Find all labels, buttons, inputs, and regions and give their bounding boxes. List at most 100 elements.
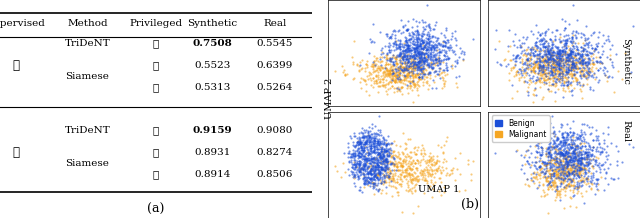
Point: [426, 180, 436, 184]
Point: [419, 56, 429, 60]
Point: [381, 78, 391, 82]
Point: [577, 152, 587, 156]
Point: [510, 55, 520, 58]
Point: [559, 179, 569, 182]
Point: [352, 166, 362, 169]
Point: [557, 167, 568, 170]
Point: [410, 73, 420, 76]
Point: [410, 171, 420, 175]
Point: [403, 63, 413, 67]
Point: [420, 64, 431, 67]
Point: [420, 36, 431, 39]
Point: [390, 69, 401, 72]
Point: [572, 164, 582, 167]
Point: [360, 170, 370, 173]
Point: [420, 179, 430, 182]
Point: [414, 32, 424, 36]
Point: [373, 64, 383, 68]
Point: [586, 153, 596, 157]
Point: [372, 163, 382, 167]
Point: [559, 167, 569, 171]
Point: [562, 153, 572, 156]
Point: [519, 69, 529, 72]
Point: [550, 59, 560, 62]
Point: [580, 176, 591, 180]
Point: [539, 76, 549, 79]
Point: [432, 51, 442, 55]
Point: [410, 51, 420, 54]
Point: [373, 59, 383, 63]
Point: [558, 136, 568, 139]
Point: [561, 45, 571, 49]
Point: [545, 163, 555, 167]
Point: [578, 33, 588, 36]
Point: [416, 68, 426, 72]
Point: [369, 174, 379, 178]
Point: [568, 177, 579, 181]
Point: [416, 55, 426, 58]
Point: [568, 149, 579, 152]
Point: [624, 142, 634, 146]
Point: [539, 59, 549, 62]
Point: [528, 179, 538, 183]
Point: [528, 69, 538, 72]
Point: [571, 135, 581, 139]
Point: [550, 38, 560, 41]
Point: [521, 53, 531, 57]
Point: [587, 148, 597, 151]
Point: [417, 169, 427, 173]
Point: [390, 74, 400, 78]
Point: [372, 175, 382, 178]
Point: [556, 172, 566, 176]
Point: [412, 87, 422, 90]
Point: [421, 24, 431, 27]
Point: [358, 171, 368, 175]
Point: [391, 162, 401, 165]
Point: [570, 61, 580, 65]
Point: [443, 56, 453, 60]
Point: [374, 66, 385, 70]
Point: [577, 167, 587, 170]
Point: [584, 155, 594, 158]
Point: [397, 42, 408, 46]
Point: [409, 42, 419, 46]
Point: [426, 39, 436, 43]
Point: [388, 73, 399, 77]
Point: [566, 166, 576, 169]
Point: [541, 52, 552, 56]
Point: [575, 146, 585, 149]
Point: [558, 84, 568, 87]
Point: [349, 158, 360, 161]
Point: [547, 169, 557, 172]
Point: [366, 157, 376, 161]
Point: [408, 39, 419, 42]
Point: [361, 141, 371, 144]
Point: [573, 60, 583, 64]
Point: [401, 67, 412, 71]
Point: [548, 50, 558, 54]
Point: [540, 152, 550, 156]
Point: [372, 163, 383, 166]
Point: [559, 53, 570, 56]
Point: [524, 184, 534, 187]
Point: [431, 60, 442, 63]
Point: [536, 48, 547, 52]
Point: [387, 163, 397, 166]
Point: [566, 164, 576, 167]
Point: [401, 57, 412, 61]
Point: [417, 68, 428, 72]
Point: [405, 66, 415, 69]
Point: [447, 32, 457, 35]
Point: [578, 179, 588, 183]
Point: [379, 169, 389, 172]
Point: [566, 134, 577, 138]
Point: [368, 182, 378, 185]
Point: [577, 66, 587, 69]
Point: [365, 169, 376, 172]
Point: [564, 179, 575, 183]
Point: [597, 164, 607, 167]
Point: [515, 60, 525, 64]
Point: [563, 66, 573, 70]
Point: [397, 170, 408, 174]
Point: [608, 65, 618, 68]
